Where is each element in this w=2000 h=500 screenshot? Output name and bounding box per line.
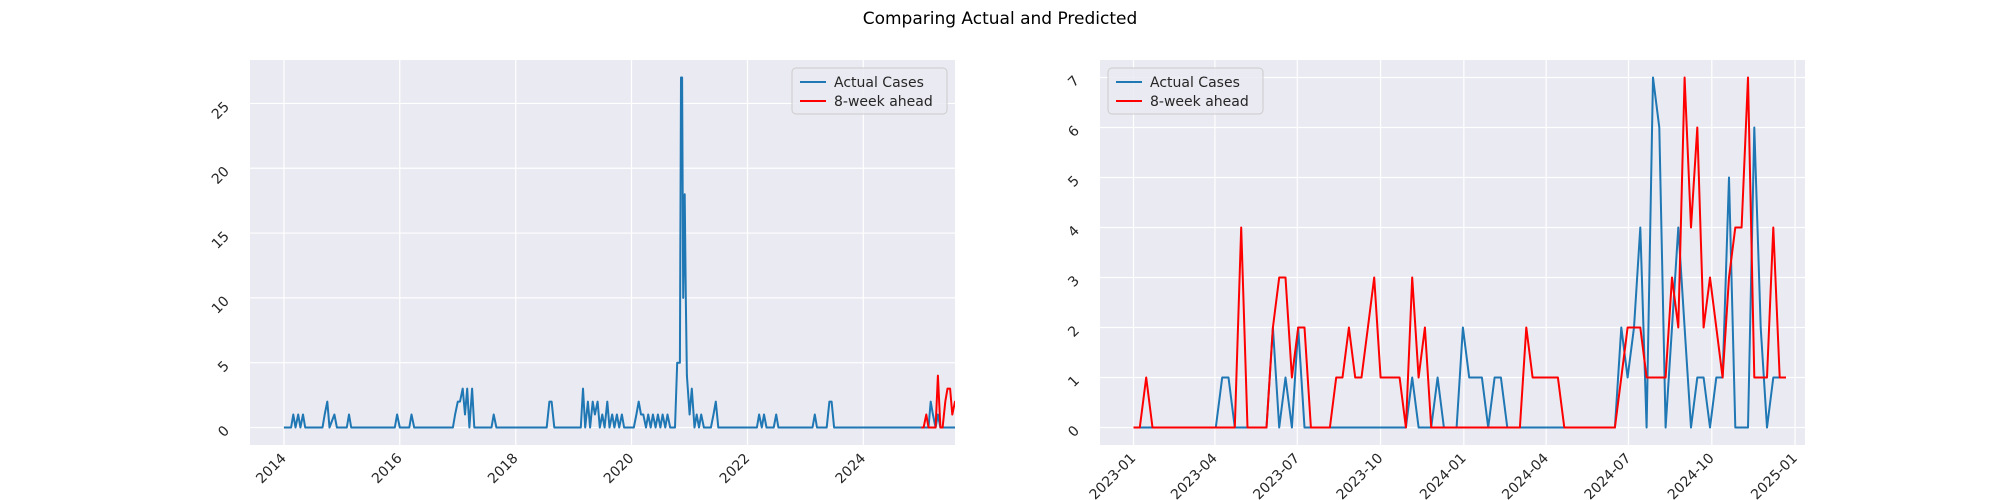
series-line-8-week-ahead [1133, 76, 1786, 429]
plot-area [1100, 60, 1805, 445]
legend-label: 8-week ahead [834, 94, 933, 110]
plot-area [250, 60, 955, 445]
legend-label: Actual Cases [834, 75, 924, 91]
legend-box [791, 67, 948, 115]
legend-box [1107, 67, 1264, 115]
series-line-8-week-ahead [921, 374, 955, 429]
legend: Actual Cases 8-week ahead [1107, 67, 1264, 115]
legend-label: Actual Cases [1150, 75, 1240, 91]
legend-label: 8-week ahead [1150, 94, 1249, 110]
figure-title: Comparing Actual and Predicted [863, 9, 1138, 29]
legend: Actual Cases 8-week ahead [791, 67, 948, 115]
